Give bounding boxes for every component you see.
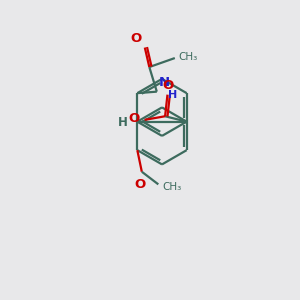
Text: O: O <box>135 178 146 191</box>
Text: N: N <box>158 76 169 89</box>
Text: O: O <box>131 32 142 45</box>
Text: H: H <box>168 90 178 100</box>
Text: H: H <box>118 116 128 129</box>
Text: O: O <box>129 112 140 124</box>
Text: CH₃: CH₃ <box>162 182 181 192</box>
Text: CH₃: CH₃ <box>178 52 198 62</box>
Text: O: O <box>163 79 174 92</box>
